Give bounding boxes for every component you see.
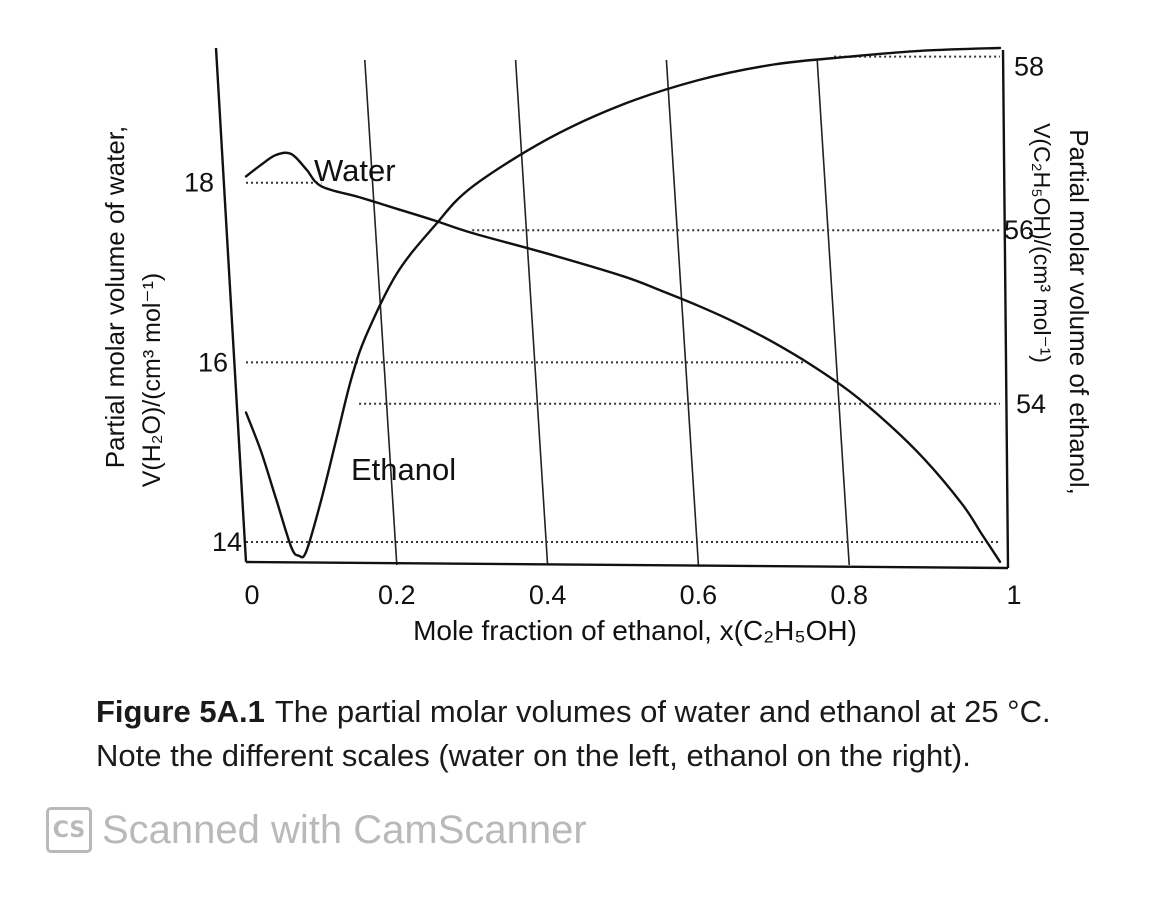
series-group [244,46,1002,563]
y-left-axis-label-line2: V(H₂O)/(cm³ mol⁻¹) [138,273,166,488]
grid-line-x-1 [514,59,549,566]
x-tick-label-2: 0.4 [529,580,567,610]
tick-labels: 0 0.2 0.4 0.6 0.8 1 18 16 14 58 56 54 [184,52,1046,610]
x-axis-label: Mole fraction of ethanol, x(C₂H₅OH) [413,615,857,646]
x-tick-label-3: 0.6 [680,580,718,610]
water-series-label: Water [314,153,396,188]
y-left-tick-label-16: 16 [198,347,228,377]
grid-line-x-0 [364,59,398,566]
ethanol-series-label: Ethanol [351,452,456,487]
caption-text: The partial molar volumes of water and e… [96,694,1051,773]
series-water-line [244,151,1002,563]
y-left-axis-label-line1: Partial molar volume of water, [100,126,130,468]
y-right-axis-label-line1: Partial molar volume of ethanol, [1064,129,1094,495]
reference-dotted-lines [246,55,1000,544]
x-tick-label-0: 0 [244,580,259,610]
x-tick-label-5: 1 [1006,580,1021,610]
grid-lines [364,59,850,566]
watermark: CS Scanned with CamScanner [46,800,587,860]
figure-caption: Figure 5A.1 The partial molar volumes of … [96,690,1106,778]
right-axis [1001,49,1010,569]
camscanner-logo-icon: CS [46,807,92,853]
series-ethanol-line [244,46,1002,559]
y-right-tick-label-54: 54 [1016,389,1046,419]
y-left-tick-label-14: 14 [212,527,242,557]
y-right-tick-label-58: 58 [1014,52,1044,82]
bottom-axis [245,560,1009,570]
grid-line-x-2 [665,59,700,566]
grid-line-x-3 [816,59,850,566]
watermark-text: Scanned with CamScanner [102,807,587,852]
chart: 0 0.2 0.4 0.6 0.8 1 18 16 14 58 56 54 Water Ethanol… [100,46,1094,646]
plot-frame [214,47,1010,570]
y-right-tick-label-56: 56 [1004,215,1034,245]
y-right-axis-label-line2: V(C₂H₅OH)/(cm³ mol⁻¹) [1029,123,1055,363]
x-tick-label-4: 0.8 [830,580,868,610]
left-axis [214,47,248,563]
y-left-tick-label-18: 18 [184,168,214,198]
x-tick-label-1: 0.2 [378,580,416,610]
figure-label: Figure 5A.1 [96,694,265,729]
